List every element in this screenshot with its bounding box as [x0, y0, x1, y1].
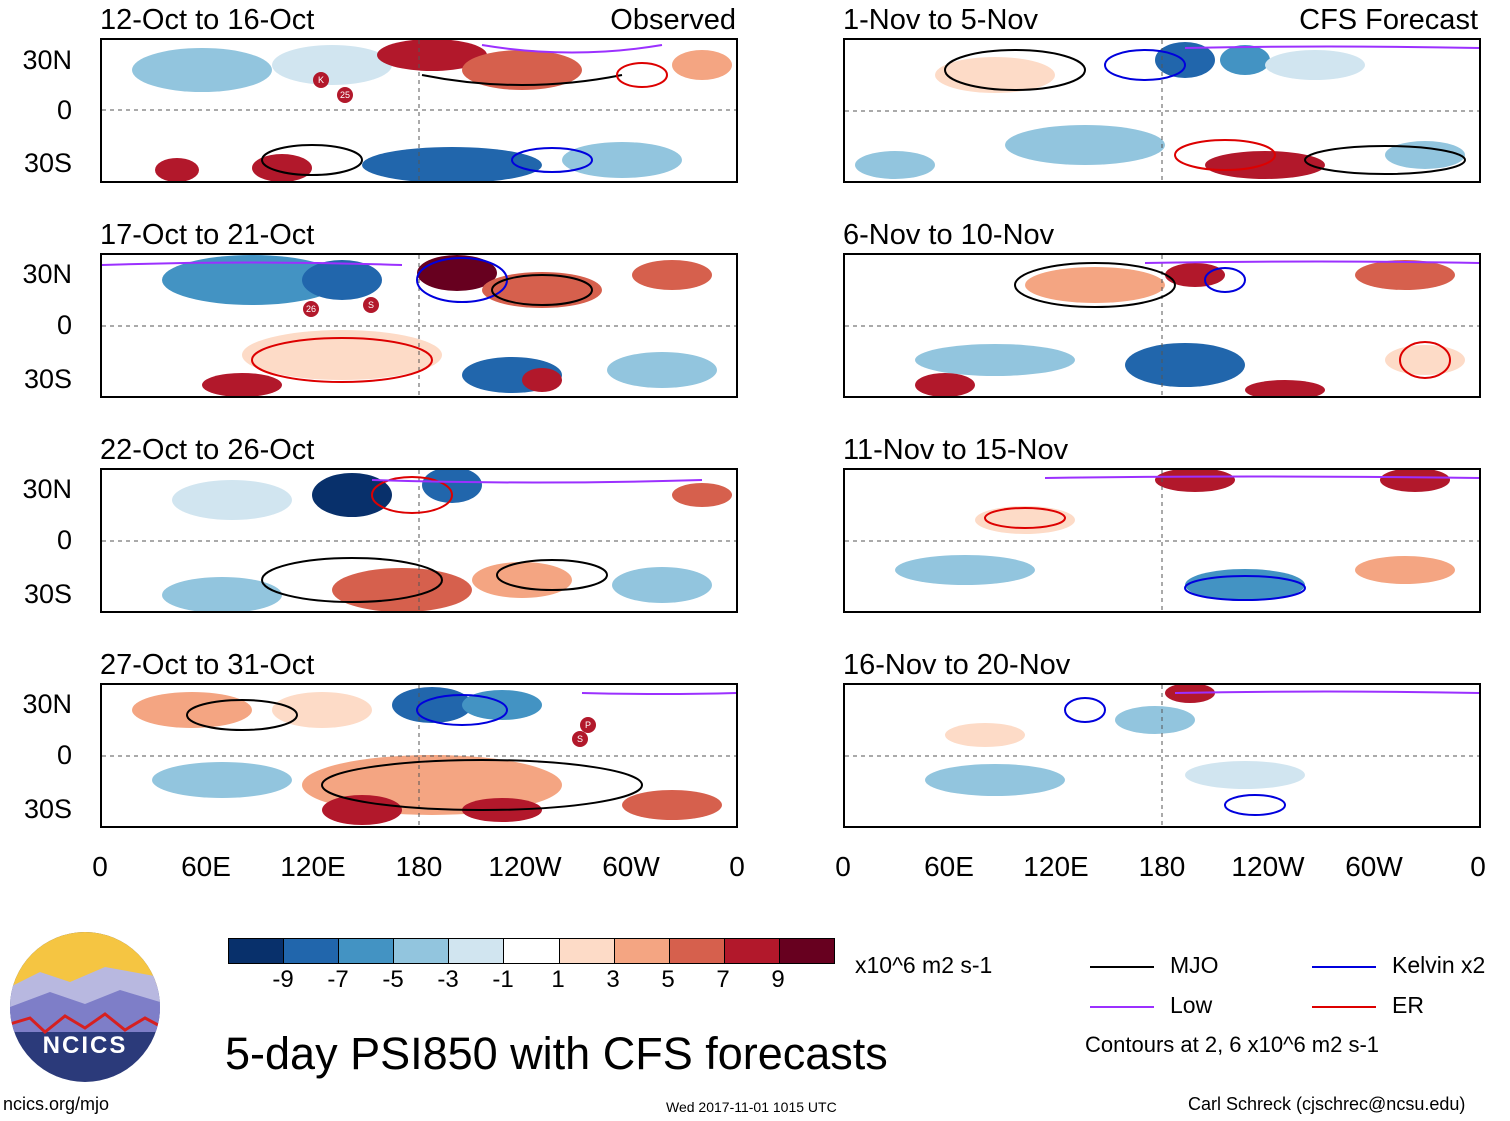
main-title: 5-day PSI850 with CFS forecasts — [225, 1028, 888, 1079]
lon-label: 120W — [488, 851, 562, 882]
colorbar-swatch — [504, 939, 560, 963]
lat-label-30s: 30S — [23, 148, 72, 178]
panel-title: 1-Nov to 5-Nov — [843, 4, 1039, 36]
lat-label-eq: 0 — [56, 740, 72, 770]
legend-kelvin-label: Kelvin x2 — [1392, 952, 1486, 978]
lon-label: 0 — [729, 851, 745, 882]
lon-label: 120E — [1023, 851, 1089, 882]
lat-label-30s: 30S — [23, 364, 72, 394]
colorbar-swatch — [614, 939, 670, 963]
map-panel-left-1: K 25 — [100, 38, 738, 183]
legend-er-label: ER — [1392, 992, 1424, 1018]
colorbar-tick-label: 9 — [771, 966, 785, 993]
map-panel-left-3 — [100, 468, 738, 613]
ncics-logo: NCICS — [10, 932, 160, 1082]
colorbar-swatch — [339, 939, 395, 963]
lat-label-30s: 30S — [23, 579, 72, 609]
storm-marker: S — [572, 731, 588, 747]
lon-label: 60W — [1345, 851, 1403, 882]
map-panel-right-3 — [843, 468, 1481, 613]
map-panel-right-1 — [843, 38, 1481, 183]
colorbar-tick-label: -9 — [272, 966, 294, 993]
footer-author: Carl Schreck (cjschrec@ncsu.edu) — [1188, 1094, 1466, 1114]
map-panel-right-4 — [843, 683, 1481, 828]
colorbar-tick-label: -7 — [327, 966, 349, 993]
lat-label-30s: 30S — [23, 794, 72, 824]
lon-label: 0 — [835, 851, 851, 882]
panel-title: 16-Nov to 20-Nov — [843, 649, 1071, 681]
storm-marker: 26 — [303, 301, 319, 317]
lat-label-eq: 0 — [56, 95, 72, 125]
legend-er-line — [1312, 1006, 1376, 1008]
colorbar-swatch — [779, 939, 835, 963]
logo-text: NCICS — [42, 1032, 128, 1059]
colorbar-tick-label: 3 — [606, 966, 620, 993]
legend-mjo-label: MJO — [1170, 952, 1219, 978]
storm-marker: 25 — [337, 87, 353, 103]
panel-title: 17-Oct to 21-Oct — [100, 219, 315, 251]
lat-label-eq: 0 — [56, 310, 72, 340]
lat-label-30n: 30N — [22, 474, 72, 504]
colorbar-tick-label: -3 — [437, 966, 459, 993]
lat-label-30n: 30N — [22, 689, 72, 719]
legend-mjo-line — [1090, 966, 1154, 968]
footer-url[interactable]: ncics.org/mjo — [3, 1094, 110, 1114]
colorbar-tick-label: 1 — [551, 966, 565, 993]
colorbar-units: x10^6 m2 s-1 — [855, 952, 993, 978]
panel-title: 27-Oct to 31-Oct — [100, 649, 315, 681]
map-panel-right-2 — [843, 253, 1481, 398]
lon-label: 120W — [1231, 851, 1305, 882]
legend-kelvin-line — [1312, 966, 1376, 968]
colorbar-swatch — [394, 939, 450, 963]
lon-label: 60E — [924, 851, 974, 882]
footer-timestamp: Wed 2017-11-01 1015 UTC — [666, 1099, 837, 1115]
contour-note: Contours at 2, 6 x10^6 m2 s-1 — [1085, 1032, 1380, 1057]
panel-title: 22-Oct to 26-Oct — [100, 434, 315, 466]
colorbar-tick-label: -5 — [382, 966, 404, 993]
colorbar — [228, 938, 835, 964]
colorbar-swatch — [449, 939, 505, 963]
colorbar-tick-label: 5 — [661, 966, 675, 993]
colorbar-swatch — [559, 939, 615, 963]
lat-label-30n: 30N — [22, 259, 72, 289]
legend-low-line — [1090, 1006, 1154, 1008]
panel-title: 12-Oct to 16-Oct — [100, 4, 315, 36]
forecast-label: CFS Forecast — [1299, 4, 1478, 36]
colorbar-tick-label: 7 — [716, 966, 730, 993]
lon-label: 180 — [1138, 851, 1186, 882]
lon-label: 60W — [602, 851, 660, 882]
storm-marker: S — [363, 297, 379, 313]
lon-label: 60E — [181, 851, 231, 882]
colorbar-swatch — [284, 939, 340, 963]
observed-label: Observed — [610, 4, 736, 36]
colorbar-swatch — [669, 939, 725, 963]
lon-label: 0 — [1470, 851, 1486, 882]
map-panel-left-4: P S — [100, 683, 738, 828]
panel-title: 6-Nov to 10-Nov — [843, 219, 1055, 251]
panel-title: 11-Nov to 15-Nov — [843, 434, 1069, 466]
colorbar-swatch — [724, 939, 780, 963]
storm-marker: K — [313, 72, 329, 88]
colorbar-tick-label: -1 — [492, 966, 514, 993]
lat-label-30n: 30N — [22, 45, 72, 75]
legend-low-label: Low — [1170, 992, 1213, 1018]
lon-label: 120E — [280, 851, 346, 882]
lon-label: 0 — [92, 851, 108, 882]
lat-label-eq: 0 — [56, 525, 72, 555]
colorbar-swatch — [229, 939, 285, 963]
storm-marker: P — [580, 717, 596, 733]
lon-label: 180 — [395, 851, 443, 882]
map-panel-left-2: 26 S — [100, 253, 738, 398]
